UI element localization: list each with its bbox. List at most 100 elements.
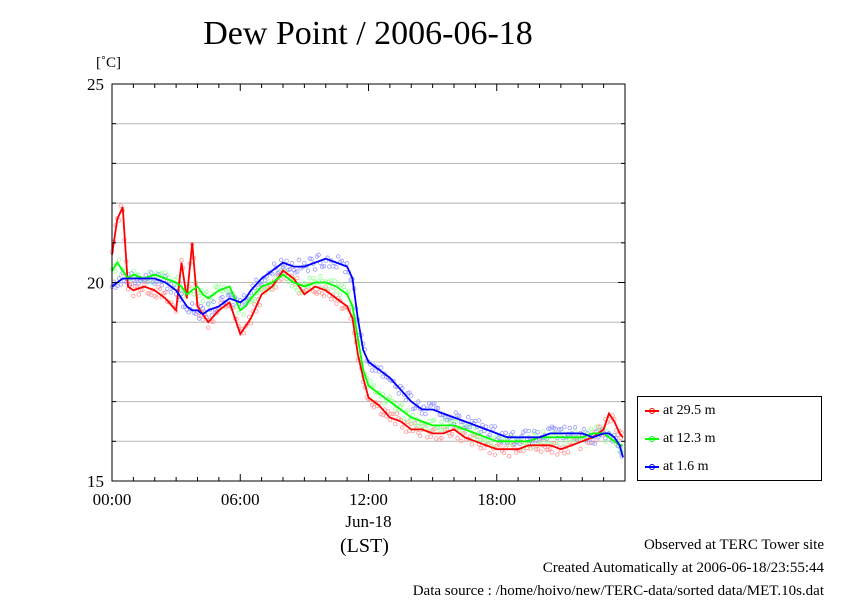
data-point bbox=[113, 269, 118, 274]
series-band-2 bbox=[109, 252, 624, 459]
data-point bbox=[476, 418, 482, 423]
data-point bbox=[252, 296, 257, 302]
data-point bbox=[588, 426, 594, 431]
data-point bbox=[148, 270, 154, 275]
data-point bbox=[255, 287, 261, 293]
data-point bbox=[562, 451, 567, 456]
data-point bbox=[483, 424, 489, 429]
data-point bbox=[478, 446, 483, 451]
data-point bbox=[296, 257, 302, 263]
data-point bbox=[480, 422, 485, 428]
data-point bbox=[510, 429, 515, 435]
data-point bbox=[295, 269, 300, 274]
legend-swatch-red bbox=[645, 408, 659, 414]
data-point bbox=[181, 304, 186, 310]
data-point bbox=[307, 276, 312, 281]
data-point bbox=[191, 292, 197, 297]
data-point bbox=[236, 311, 241, 316]
data-point bbox=[492, 452, 498, 457]
data-point bbox=[168, 290, 173, 295]
data-point bbox=[549, 450, 555, 455]
data-point bbox=[393, 421, 398, 427]
data-point bbox=[327, 264, 332, 269]
x-date-label: Jun-18 bbox=[345, 512, 391, 531]
data-point bbox=[433, 405, 439, 411]
data-point bbox=[417, 433, 423, 438]
data-point bbox=[457, 413, 462, 419]
data-point bbox=[396, 391, 401, 396]
y-tick-label: 15 bbox=[87, 472, 104, 491]
series-bands bbox=[109, 203, 624, 459]
data-point bbox=[572, 425, 578, 430]
data-point bbox=[209, 319, 214, 325]
data-point bbox=[400, 386, 405, 391]
data-point bbox=[578, 446, 583, 452]
series-band-0 bbox=[109, 203, 624, 459]
data-point bbox=[558, 427, 564, 432]
data-point bbox=[254, 277, 259, 283]
data-point bbox=[343, 269, 348, 275]
data-point bbox=[312, 267, 318, 272]
data-point bbox=[426, 418, 432, 423]
data-point bbox=[211, 299, 216, 304]
data-point bbox=[316, 252, 321, 258]
data-point bbox=[496, 435, 501, 440]
series-line-0 bbox=[111, 206, 624, 451]
data-point bbox=[165, 286, 170, 292]
data-point bbox=[341, 284, 346, 289]
data-point bbox=[189, 301, 195, 306]
data-point bbox=[286, 279, 291, 285]
data-point bbox=[423, 411, 428, 417]
y-unit-label: [˚C] bbox=[96, 55, 121, 71]
data-point bbox=[592, 441, 597, 446]
data-point bbox=[416, 399, 421, 404]
data-point bbox=[531, 428, 537, 434]
data-point bbox=[489, 440, 494, 446]
data-point bbox=[540, 429, 546, 434]
data-point bbox=[555, 452, 560, 457]
legend-item-29-5m: at 29.5 m bbox=[645, 402, 716, 420]
data-point bbox=[581, 427, 587, 432]
legend: at 29.5 m at 12.3 m at 1.6 m bbox=[637, 396, 822, 481]
data-point bbox=[241, 330, 247, 336]
data-point bbox=[405, 408, 410, 413]
data-point bbox=[400, 425, 405, 430]
data-point bbox=[344, 261, 350, 266]
data-point bbox=[205, 325, 211, 330]
data-point bbox=[405, 390, 410, 396]
data-point bbox=[400, 402, 405, 407]
x-tick-label: 12:00 bbox=[349, 490, 388, 509]
data-point bbox=[220, 294, 225, 300]
data-point bbox=[257, 303, 263, 308]
data-point bbox=[279, 257, 284, 263]
data-point bbox=[197, 293, 202, 299]
data-point bbox=[241, 293, 247, 298]
data-point bbox=[535, 429, 540, 435]
data-point bbox=[433, 436, 439, 441]
data-point bbox=[562, 424, 567, 430]
data-point bbox=[562, 441, 567, 446]
data-point bbox=[487, 450, 492, 456]
data-point bbox=[248, 320, 254, 326]
x-tick-label: 18:00 bbox=[477, 490, 516, 509]
data-point bbox=[339, 306, 344, 311]
data-point bbox=[332, 278, 337, 283]
data-point bbox=[432, 417, 437, 422]
data-point bbox=[455, 413, 460, 418]
data-point bbox=[227, 292, 232, 297]
data-point bbox=[401, 416, 407, 421]
data-point bbox=[466, 415, 471, 420]
y-tick-label: 25 bbox=[87, 75, 104, 94]
data-point bbox=[309, 256, 314, 262]
x-tick-label: 00:00 bbox=[93, 490, 132, 509]
legend-item-1-6m: at 1.6 m bbox=[645, 458, 709, 476]
data-point bbox=[200, 317, 206, 323]
data-point bbox=[565, 450, 571, 455]
data-point bbox=[295, 275, 300, 281]
data-point bbox=[526, 428, 532, 434]
data-point bbox=[159, 282, 165, 288]
chart-title: Dew Point / 2006-06-18 bbox=[203, 15, 533, 52]
x-tick-label: 06:00 bbox=[221, 490, 260, 509]
data-point bbox=[555, 440, 560, 446]
data-point bbox=[136, 292, 141, 297]
